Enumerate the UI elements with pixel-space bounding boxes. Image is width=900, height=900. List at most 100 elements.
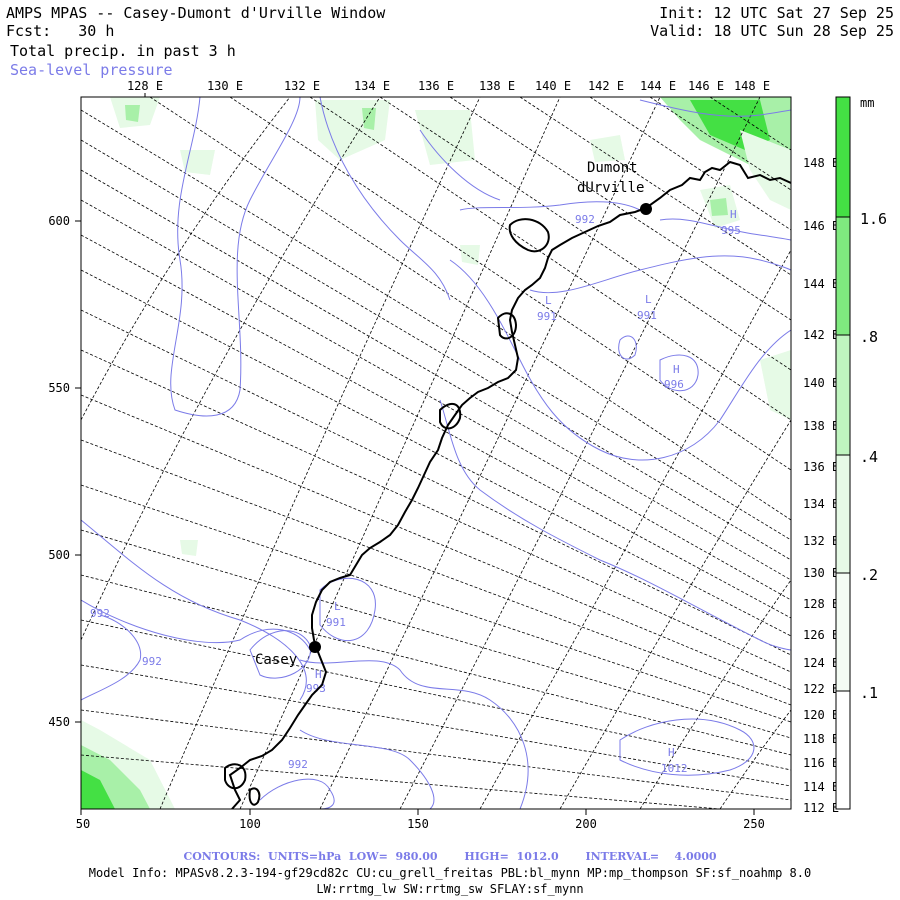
forecast-value: 30 h [78,22,115,40]
coastline-path [224,763,247,790]
x-tick-label: 100 [239,817,261,831]
contour-value: 992 [90,607,110,620]
isobar [299,659,529,809]
parallel-line [239,97,561,809]
parallel-line [81,97,381,641]
isobar [659,218,791,241]
meridian-line [449,97,791,321]
right-lon-label: 118 E [803,732,839,746]
parallel-line [319,97,661,809]
y-tick-label: 600 [48,214,70,228]
parallel-line [479,249,791,809]
top-lon-label: 148 E [734,79,770,93]
parallel-line [639,579,791,809]
precip-area [460,245,480,265]
slp-contours [81,97,791,809]
top-lon-label: 142 E [588,79,624,93]
meridian-line [81,169,791,581]
right-lon-label: 124 E [803,656,839,670]
right-lon-label: 122 E [803,682,839,696]
valid-time: Valid: 18 UTC Sun 28 Sep 25 [650,22,894,40]
model-info-line2: LW:rrtmg_lw SW:rrtmg_sw SFLAY:sf_mynn [316,882,584,896]
meridian-line [149,97,791,521]
top-lon-label: 144 E [640,79,676,93]
right-lon-label: 138 E [803,419,839,433]
right-lon-label: 128 E [803,597,839,611]
meridian-line [81,664,791,787]
pressure-center-code: L [545,294,552,307]
right-lon-label: 114 E [803,780,839,794]
pressure-center-code: L [645,293,652,306]
colorbar: mm 1.6 .8 .4 .2 .1 [835,96,887,810]
meridian-line [589,97,791,231]
colorbar-segment [836,573,850,691]
forecast-hour: Fcst: 30 h [6,23,114,40]
right-lon-label: 126 E [803,628,839,642]
isobar [319,97,451,301]
station-dumont-durville: Dumont dUrville [577,160,652,215]
right-lon-label: 120 E [803,708,839,722]
colorbar-segment [836,455,850,573]
top-lon-label: 140 E [535,79,571,93]
isobar [81,519,307,701]
isobar [170,97,301,417]
right-lon-label: 132 E [803,534,839,548]
top-lon-label: 132 E [284,79,320,93]
pressure-center-code: H [668,746,675,759]
meridian-line [81,269,791,637]
x-tick-label: 200 [575,817,597,831]
parallel-line [719,709,791,809]
contour-info: CONTOURS: UNITS=hPa LOW= 980.00 HIGH= 10… [183,850,717,863]
x-axis [80,809,755,815]
isobar [439,399,791,651]
meridian-line [229,97,791,471]
right-lon-label: 142 E [803,328,839,342]
top-lon-label: 146 E [688,79,724,93]
isobar [639,99,791,117]
pressure-center-code: H [315,668,322,681]
meridian-line [81,754,725,809]
pressure-center-code: L [334,600,341,613]
right-longitude-labels: 148 E 146 E 144 E 142 E 140 E 138 E 136 … [803,156,839,815]
right-lon-label: 116 E [803,756,839,770]
precip-shading [81,97,791,809]
colorbar-segment [836,335,850,455]
map-frame [80,96,792,810]
contour-value: 995 [721,224,741,237]
right-lon-label: 146 E [803,219,839,233]
right-lon-label: 130 E [803,566,839,580]
colorbar-segment [836,217,850,335]
colorbar-label: .1 [860,684,878,702]
isobar [81,599,311,651]
contour-value: 992 [142,655,162,668]
precip-area [760,350,791,420]
meridian-line [81,439,791,706]
colorbar-frame [835,96,851,810]
meridian-line [81,199,791,601]
meridian-line [81,234,791,619]
isobar [529,255,791,294]
top-lon-label: 134 E [354,79,390,93]
meridian-line [81,709,791,801]
meridian-line [81,309,791,656]
contour-value: 992 [575,213,595,226]
right-lon-label: 136 E [803,460,839,474]
colorbar-segment [836,691,850,809]
precip-area [710,198,728,216]
station-name: Casey [255,652,297,668]
top-longitude-labels: 128 E 130 E 132 E 134 E 136 E 138 E 140 … [127,79,770,97]
overlay-name: Sea-level pressure [10,61,173,79]
isobar [81,614,142,701]
parallel-line [399,97,761,809]
pressure-center-code: H [730,208,737,221]
precip-area [362,108,376,130]
precip-area [180,540,198,556]
right-lon-label: 140 E [803,376,839,390]
y-axis [75,220,81,723]
parallel-line [81,97,291,421]
x-tick-label: 50 [76,817,90,831]
contour-value: 992 [288,758,308,771]
colorbar-label: .8 [860,328,878,346]
isobar [618,335,637,360]
x-tick-label: 250 [743,817,765,831]
